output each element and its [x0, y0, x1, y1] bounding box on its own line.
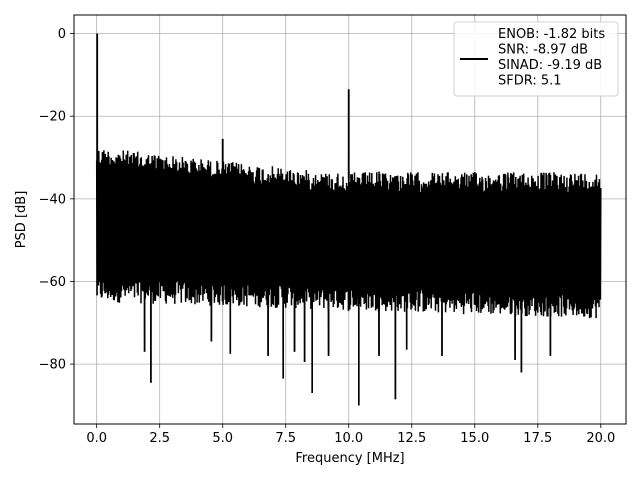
legend-entry: ENOB: -1.82 bits [498, 27, 605, 42]
legend-entry: SINAD: -9.19 dB [498, 58, 602, 73]
y-tick-label: −60 [39, 275, 66, 290]
plot-frame [73, 14, 627, 425]
y-tick-label: 0 [58, 27, 66, 42]
psd-series [95, 33, 602, 406]
legend-entry: SNR: -8.97 dB [498, 43, 588, 58]
x-tick-label: 20.0 [586, 431, 615, 446]
x-tick-label: 15.0 [460, 431, 489, 446]
y-tick-label: −80 [39, 358, 66, 373]
x-tick-label: 10.0 [334, 431, 363, 446]
legend-entry: SFDR: 5.1 [498, 74, 562, 89]
x-tick-label: 17.5 [523, 431, 552, 446]
x-tick-label: 2.5 [149, 431, 170, 446]
x-tick-label: 0.0 [86, 431, 107, 446]
x-tick-label: 7.5 [275, 431, 296, 446]
psd-series-line [95, 33, 602, 406]
x-tick-label: 12.5 [397, 431, 426, 446]
x-tick-label: 5.0 [212, 431, 233, 446]
x-axis-label: Frequency [MHz] [295, 451, 404, 466]
y-tick-label: −20 [39, 110, 66, 125]
y-tick-label: −40 [39, 192, 66, 207]
x-axis-ticks: 0.0 2.5 5.0 7.5 10.0 12.5 15.0 17.5 20.0 [86, 424, 615, 446]
y-axis-label: PSD [dB] [14, 191, 29, 249]
legend-box [453, 21, 619, 97]
y-axis-ticks: 0 −20 −40 −60 −80 [39, 27, 74, 373]
